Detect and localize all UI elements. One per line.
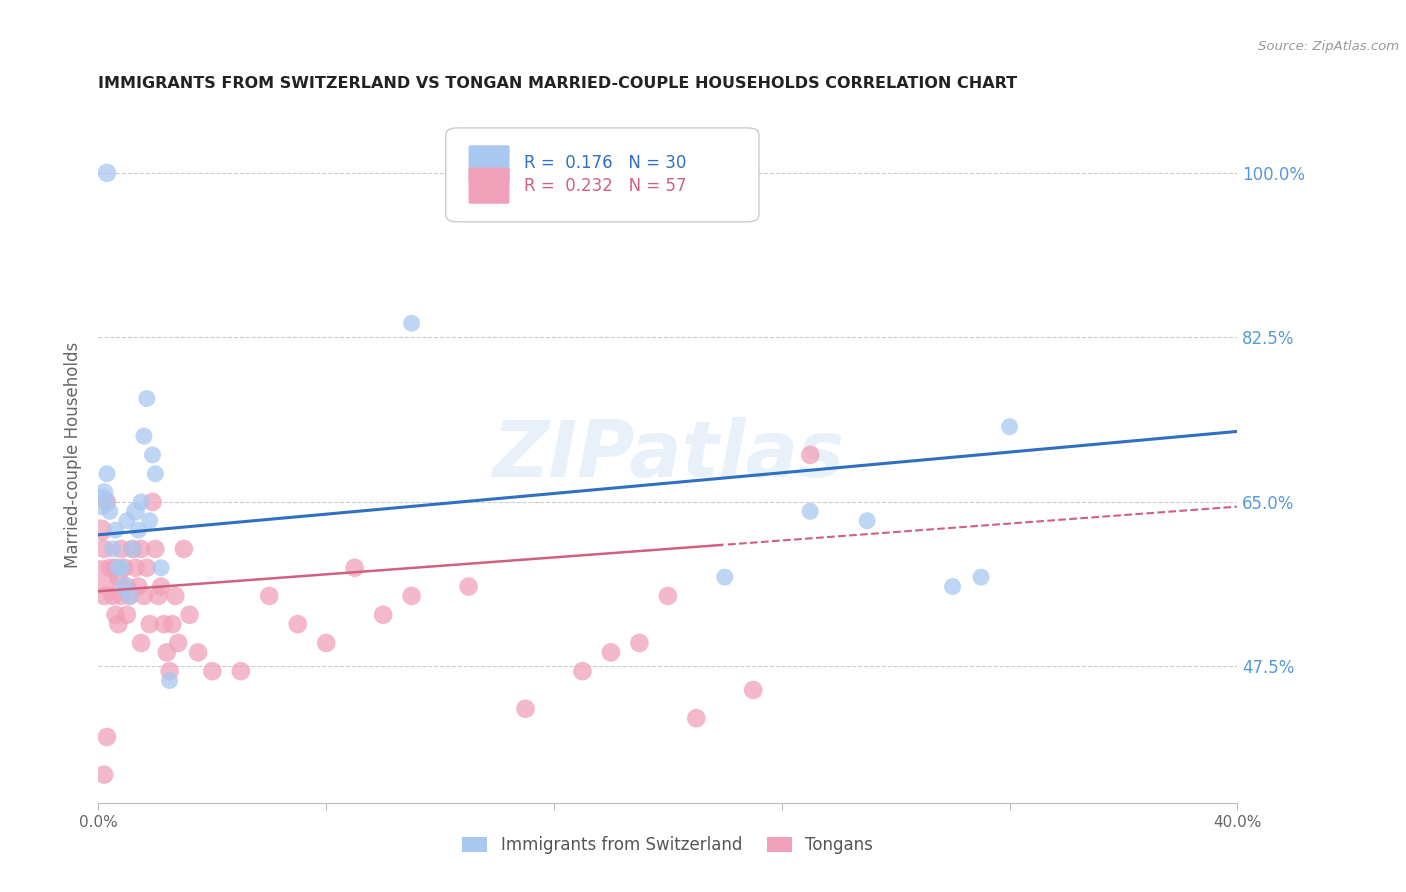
Point	[401, 589, 423, 603]
Point	[107, 570, 129, 584]
Point	[153, 617, 176, 632]
Point	[141, 448, 163, 462]
Point	[93, 767, 115, 781]
Point	[998, 419, 1021, 434]
Point	[98, 560, 121, 574]
Point	[129, 495, 152, 509]
Point	[315, 636, 337, 650]
Point	[159, 664, 181, 678]
Point	[104, 607, 127, 622]
Point	[150, 560, 173, 574]
Point	[101, 541, 124, 556]
Point	[571, 664, 593, 678]
Point	[229, 664, 252, 678]
Point	[201, 664, 224, 678]
Text: ZIPatlas: ZIPatlas	[492, 417, 844, 493]
Point	[127, 523, 149, 537]
Point	[156, 645, 179, 659]
Point	[96, 495, 118, 509]
Point	[148, 589, 170, 603]
Text: Source: ZipAtlas.com: Source: ZipAtlas.com	[1258, 40, 1399, 54]
Point	[150, 580, 173, 594]
Legend: Immigrants from Switzerland, Tongans: Immigrants from Switzerland, Tongans	[456, 830, 880, 861]
Point	[167, 636, 190, 650]
Point	[159, 673, 181, 688]
Point	[742, 683, 765, 698]
Point	[135, 560, 157, 574]
Text: R =  0.176   N = 30: R = 0.176 N = 30	[524, 154, 686, 172]
Point	[93, 541, 115, 556]
Point	[714, 570, 737, 584]
Point	[970, 570, 993, 584]
Point	[799, 504, 821, 518]
Point	[129, 636, 152, 650]
Point	[287, 617, 309, 632]
Point	[628, 636, 651, 650]
Point	[145, 541, 167, 556]
FancyBboxPatch shape	[468, 145, 509, 181]
Point	[799, 448, 821, 462]
Text: R =  0.232   N = 57: R = 0.232 N = 57	[524, 177, 688, 194]
Point	[457, 580, 479, 594]
Point	[145, 467, 167, 481]
Point	[96, 730, 118, 744]
Point	[138, 617, 160, 632]
Point	[104, 523, 127, 537]
Point	[96, 166, 118, 180]
Point	[104, 560, 127, 574]
Point	[135, 392, 157, 406]
Point	[127, 580, 149, 594]
Point	[179, 607, 201, 622]
Point	[110, 560, 132, 574]
Point	[121, 541, 143, 556]
Y-axis label: Married-couple Households: Married-couple Households	[65, 342, 83, 568]
Point	[90, 570, 112, 584]
Point	[115, 580, 138, 594]
Point	[124, 560, 146, 574]
Point	[856, 514, 879, 528]
Point	[107, 560, 129, 574]
Point	[110, 541, 132, 556]
Point	[132, 429, 155, 443]
Point	[165, 589, 187, 603]
Point	[685, 711, 707, 725]
Point	[107, 617, 129, 632]
Point	[141, 495, 163, 509]
Point	[124, 504, 146, 518]
Point	[600, 645, 623, 659]
Point	[115, 514, 138, 528]
Point	[115, 607, 138, 622]
Point	[259, 589, 281, 603]
Point	[187, 645, 209, 659]
Point	[93, 485, 115, 500]
Point	[90, 495, 112, 509]
Point	[132, 589, 155, 603]
Point	[173, 541, 195, 556]
Point	[101, 589, 124, 603]
Point	[96, 467, 118, 481]
Point	[118, 589, 141, 603]
Point	[110, 589, 132, 603]
Text: IMMIGRANTS FROM SWITZERLAND VS TONGAN MARRIED-COUPLE HOUSEHOLDS CORRELATION CHAR: IMMIGRANTS FROM SWITZERLAND VS TONGAN MA…	[98, 76, 1018, 91]
Point	[98, 504, 121, 518]
Point	[112, 580, 135, 594]
Point	[121, 541, 143, 556]
Point	[657, 589, 679, 603]
Point	[401, 316, 423, 330]
FancyBboxPatch shape	[446, 128, 759, 222]
Point	[162, 617, 184, 632]
Point	[373, 607, 395, 622]
FancyBboxPatch shape	[468, 168, 509, 203]
Point	[343, 560, 366, 574]
Point	[515, 702, 537, 716]
Point	[942, 580, 965, 594]
Point	[129, 541, 152, 556]
Point	[93, 589, 115, 603]
Point	[90, 523, 112, 537]
Point	[138, 514, 160, 528]
Point	[112, 560, 135, 574]
Point	[118, 589, 141, 603]
